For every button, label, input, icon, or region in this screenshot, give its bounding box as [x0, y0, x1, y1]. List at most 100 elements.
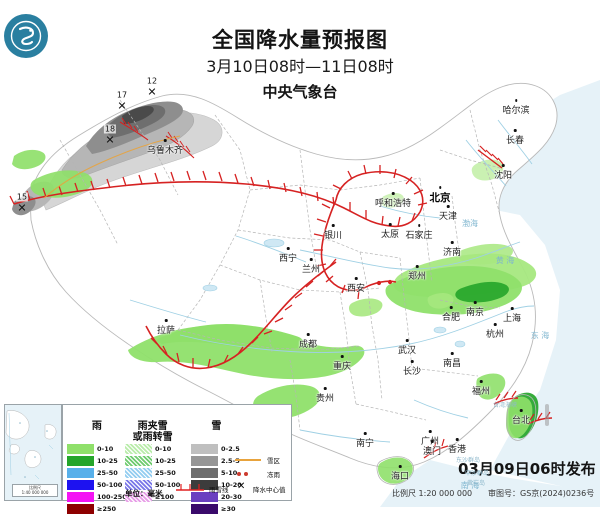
rain-snow-line — [9, 117, 553, 459]
legend-swatch-rain-4 — [67, 491, 94, 502]
precip-center-value-0: 18 — [103, 124, 117, 134]
city-label-8: 太原 — [381, 223, 399, 240]
legend-item-snow-5[interactable]: ≥30 — [191, 503, 242, 514]
legend-swatch-snow-0 — [191, 443, 218, 454]
city-label-11: 银川 — [324, 224, 342, 241]
legend-swatch-rain-1 — [67, 455, 94, 466]
city-label-25: 贵州 — [316, 387, 334, 404]
city-marker-dot-12 — [286, 247, 290, 250]
legend-item-rain-4[interactable]: 100-250 — [67, 491, 127, 502]
city-label-21: 上海 — [503, 307, 521, 324]
legend-item-sleet-0[interactable]: 0-10 — [125, 443, 180, 454]
legend-label-sleet-3: 50-100 — [155, 480, 181, 489]
legend-item-snow-3[interactable]: 10-20 — [191, 479, 242, 490]
legend-swatch-sleet-3 — [125, 479, 152, 490]
city-marker-dot-24 — [410, 360, 414, 363]
city-marker-dot-13 — [309, 258, 313, 261]
city-label-23: 南昌 — [443, 352, 461, 369]
precip-center-value-2: 12 — [145, 76, 159, 86]
legend-swatch-rain-5 — [67, 503, 94, 514]
city-label-5: 天津 — [439, 205, 457, 222]
city-marker-dot-30 — [428, 430, 432, 433]
city-label-30: 广州 — [421, 430, 439, 447]
south-sea-islands-inset[interactable]: 比例尺 1:40 000 000 — [4, 404, 62, 501]
city-label-27: 台北 — [512, 409, 530, 426]
precipitation-green-areas — [12, 149, 539, 484]
city-marker-dot-21 — [510, 307, 514, 310]
legend-item-snow-1[interactable]: 2.5-5 — [191, 455, 242, 466]
legend-item-sleet-1[interactable]: 10-25 — [125, 455, 180, 466]
legend-label-sleet-1: 10-25 — [155, 456, 176, 465]
precipitation-legend[interactable]: 雨 0-10 10-25 25-50 50-100 100-250 ≥250 雨夹雪 或雨转雪… — [62, 404, 292, 514]
legend-item-rain-5[interactable]: ≥250 — [67, 503, 127, 514]
legend-item-snow-0[interactable]: 0-2.5 — [191, 443, 242, 454]
precip-center-x-icon-0: ✕ — [105, 133, 115, 147]
legend-item-snow-2[interactable]: 5-10 — [191, 467, 242, 478]
city-marker-dot-27 — [519, 409, 523, 412]
rivers — [129, 119, 535, 443]
legend-item-sleet-2[interactable]: 25-50 — [125, 467, 180, 478]
rain-snow-front-icon — [176, 484, 204, 491]
city-label-14: 西安 — [347, 277, 365, 294]
legend-symbol-rain-snow-line-label: 雨雪线 — [209, 486, 229, 494]
city-marker-dot-22 — [493, 323, 497, 326]
legend-label-snow-5: ≥30 — [221, 504, 236, 513]
legend-symbol-precip-center-label: 降水中心值 — [253, 486, 286, 494]
legend-label-sleet-0: 0-10 — [155, 444, 172, 453]
legend-column-snow: 雪 0-2.5 2.5-5 5-10 10-20 20-30 ≥30 — [191, 421, 242, 515]
legend-swatch-rain-3 — [67, 479, 94, 490]
legend-swatch-sleet-2 — [125, 467, 152, 478]
city-marker-dot-20 — [473, 301, 477, 304]
sea-label-0: 黄 海 — [495, 256, 515, 265]
city-label-12: 西宁 — [279, 247, 297, 264]
precip-center-x-icon-2: ✕ — [147, 85, 157, 99]
legend-unit-label: 单位：毫米 — [125, 489, 163, 498]
legend-symbol-freezing-rain-label: 冻雨 — [267, 471, 280, 479]
legend-label-rain-3: 50-100 — [97, 480, 123, 489]
sea-label-1: 东 海 — [530, 331, 550, 340]
legend-item-rain-2[interactable]: 25-50 — [67, 467, 127, 478]
city-marker-dot-3 — [501, 164, 505, 167]
city-label-1: 哈尔滨 — [502, 99, 530, 116]
city-label-18: 武汉 — [398, 339, 416, 356]
legend-swatch-snow-4 — [191, 491, 218, 502]
legend-swatch-snow-3 — [191, 479, 218, 490]
legend-swatch-rain-0 — [67, 443, 94, 454]
legend-header-rain: 雨 — [91, 421, 102, 432]
city-label-19: 合肥 — [442, 306, 460, 323]
legend-label-snow-2: 5-10 — [221, 468, 238, 477]
legend-item-rain-0[interactable]: 0-10 — [67, 443, 127, 454]
precip-center-value-3: 15 — [15, 192, 29, 202]
legend-item-snow-4[interactable]: 20-30 — [191, 491, 242, 502]
legend-label-rain-5: ≥250 — [97, 504, 117, 513]
city-marker-dot-18 — [405, 339, 409, 342]
city-marker-dot-1 — [514, 99, 518, 102]
city-label-9: 济南 — [443, 241, 461, 258]
city-label-15: 拉萨 — [157, 319, 175, 336]
city-marker-dot-23 — [450, 352, 454, 355]
city-label-26: 福州 — [472, 380, 490, 397]
city-label-24: 长沙 — [403, 360, 421, 377]
legend-item-sleet-4[interactable]: ≥100 — [125, 491, 180, 502]
city-marker-dot-2 — [513, 129, 517, 132]
legend-item-sleet-3[interactable]: 50-100 — [125, 479, 180, 490]
precip-center-x-icon: ✕ — [237, 481, 246, 492]
legend-item-rain-1[interactable]: 10-25 — [67, 455, 127, 466]
city-marker-dot-0 — [163, 139, 167, 142]
legend-swatch-rain-2 — [67, 467, 94, 478]
city-label-29: 南宁 — [356, 432, 374, 449]
city-marker-dot-17 — [340, 355, 344, 358]
city-marker-dot-11 — [331, 224, 335, 227]
legend-label-sleet-4: ≥100 — [155, 492, 175, 501]
legend-item-rain-3[interactable]: 50-100 — [67, 479, 127, 490]
city-marker-dot-6 — [391, 192, 395, 195]
city-label-22: 杭州 — [486, 323, 504, 340]
legend-label-snow-3: 10-20 — [221, 480, 242, 489]
city-label-4: 北京 — [430, 186, 451, 205]
legend-swatch-snow-2 — [191, 467, 218, 478]
snow-area-line-icon — [235, 459, 261, 461]
city-marker-dot-26 — [479, 380, 483, 383]
sea-label-3: 渤海 — [462, 219, 478, 228]
